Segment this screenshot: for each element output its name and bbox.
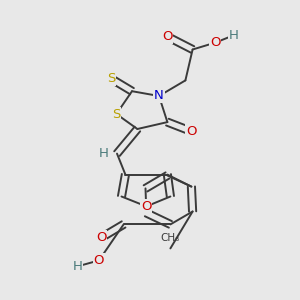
- Text: S: S: [112, 107, 121, 121]
- Text: S: S: [107, 72, 115, 85]
- Text: O: O: [162, 30, 173, 43]
- Text: H: H: [229, 29, 238, 42]
- Text: O: O: [141, 200, 152, 213]
- Text: CH₃: CH₃: [161, 233, 180, 243]
- Text: O: O: [96, 231, 107, 244]
- Text: H: H: [99, 147, 108, 160]
- Text: H: H: [73, 260, 82, 273]
- Text: O: O: [94, 254, 104, 267]
- Text: N: N: [154, 89, 164, 103]
- Text: O: O: [210, 36, 220, 49]
- Text: O: O: [186, 125, 197, 138]
